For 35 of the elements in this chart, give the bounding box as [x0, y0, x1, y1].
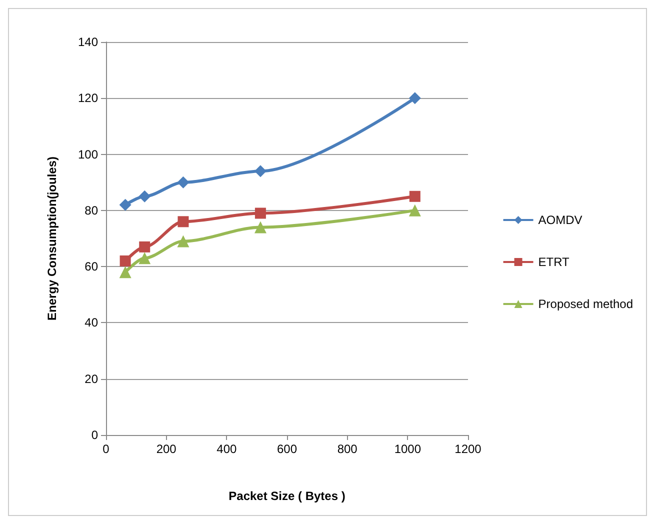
point	[408, 204, 421, 216]
point	[254, 208, 266, 219]
point	[178, 216, 189, 228]
y-tick-label: 20	[84, 372, 98, 386]
point	[254, 221, 266, 234]
point	[408, 92, 421, 104]
x-tick-label: 1000	[394, 442, 422, 456]
y-axis-title: Energy Consumption(joules)	[45, 156, 59, 321]
point	[139, 241, 150, 252]
point	[409, 190, 420, 202]
y-tick-label: 0	[91, 428, 98, 442]
y-tick-label: 100	[78, 147, 98, 162]
legend-label: AOMDV	[538, 213, 582, 227]
point	[120, 255, 131, 266]
point	[177, 235, 190, 248]
x-tick-label: 0	[102, 442, 110, 456]
y-tick-label: 40	[84, 316, 98, 330]
y-tick-label: 140	[78, 35, 98, 49]
point	[119, 266, 132, 278]
x-tick-label: 600	[276, 442, 298, 456]
y-tick-label: 120	[78, 91, 98, 106]
point	[138, 252, 151, 264]
point	[138, 190, 151, 202]
legend-label: Proposed method	[538, 297, 634, 311]
y-tick-label: 60	[84, 260, 98, 274]
point	[177, 176, 190, 188]
point	[119, 198, 132, 211]
x-axis-title: Packet Size ( Bytes )	[228, 489, 346, 503]
legend-label: ETRT	[538, 255, 570, 269]
x-tick-label: 400	[216, 442, 237, 456]
point	[254, 165, 266, 178]
x-tick-label: 1200	[454, 442, 482, 456]
y-tick-label: 80	[84, 203, 98, 218]
x-tick-label: 800	[337, 442, 358, 456]
x-tick-label: 200	[156, 442, 177, 456]
